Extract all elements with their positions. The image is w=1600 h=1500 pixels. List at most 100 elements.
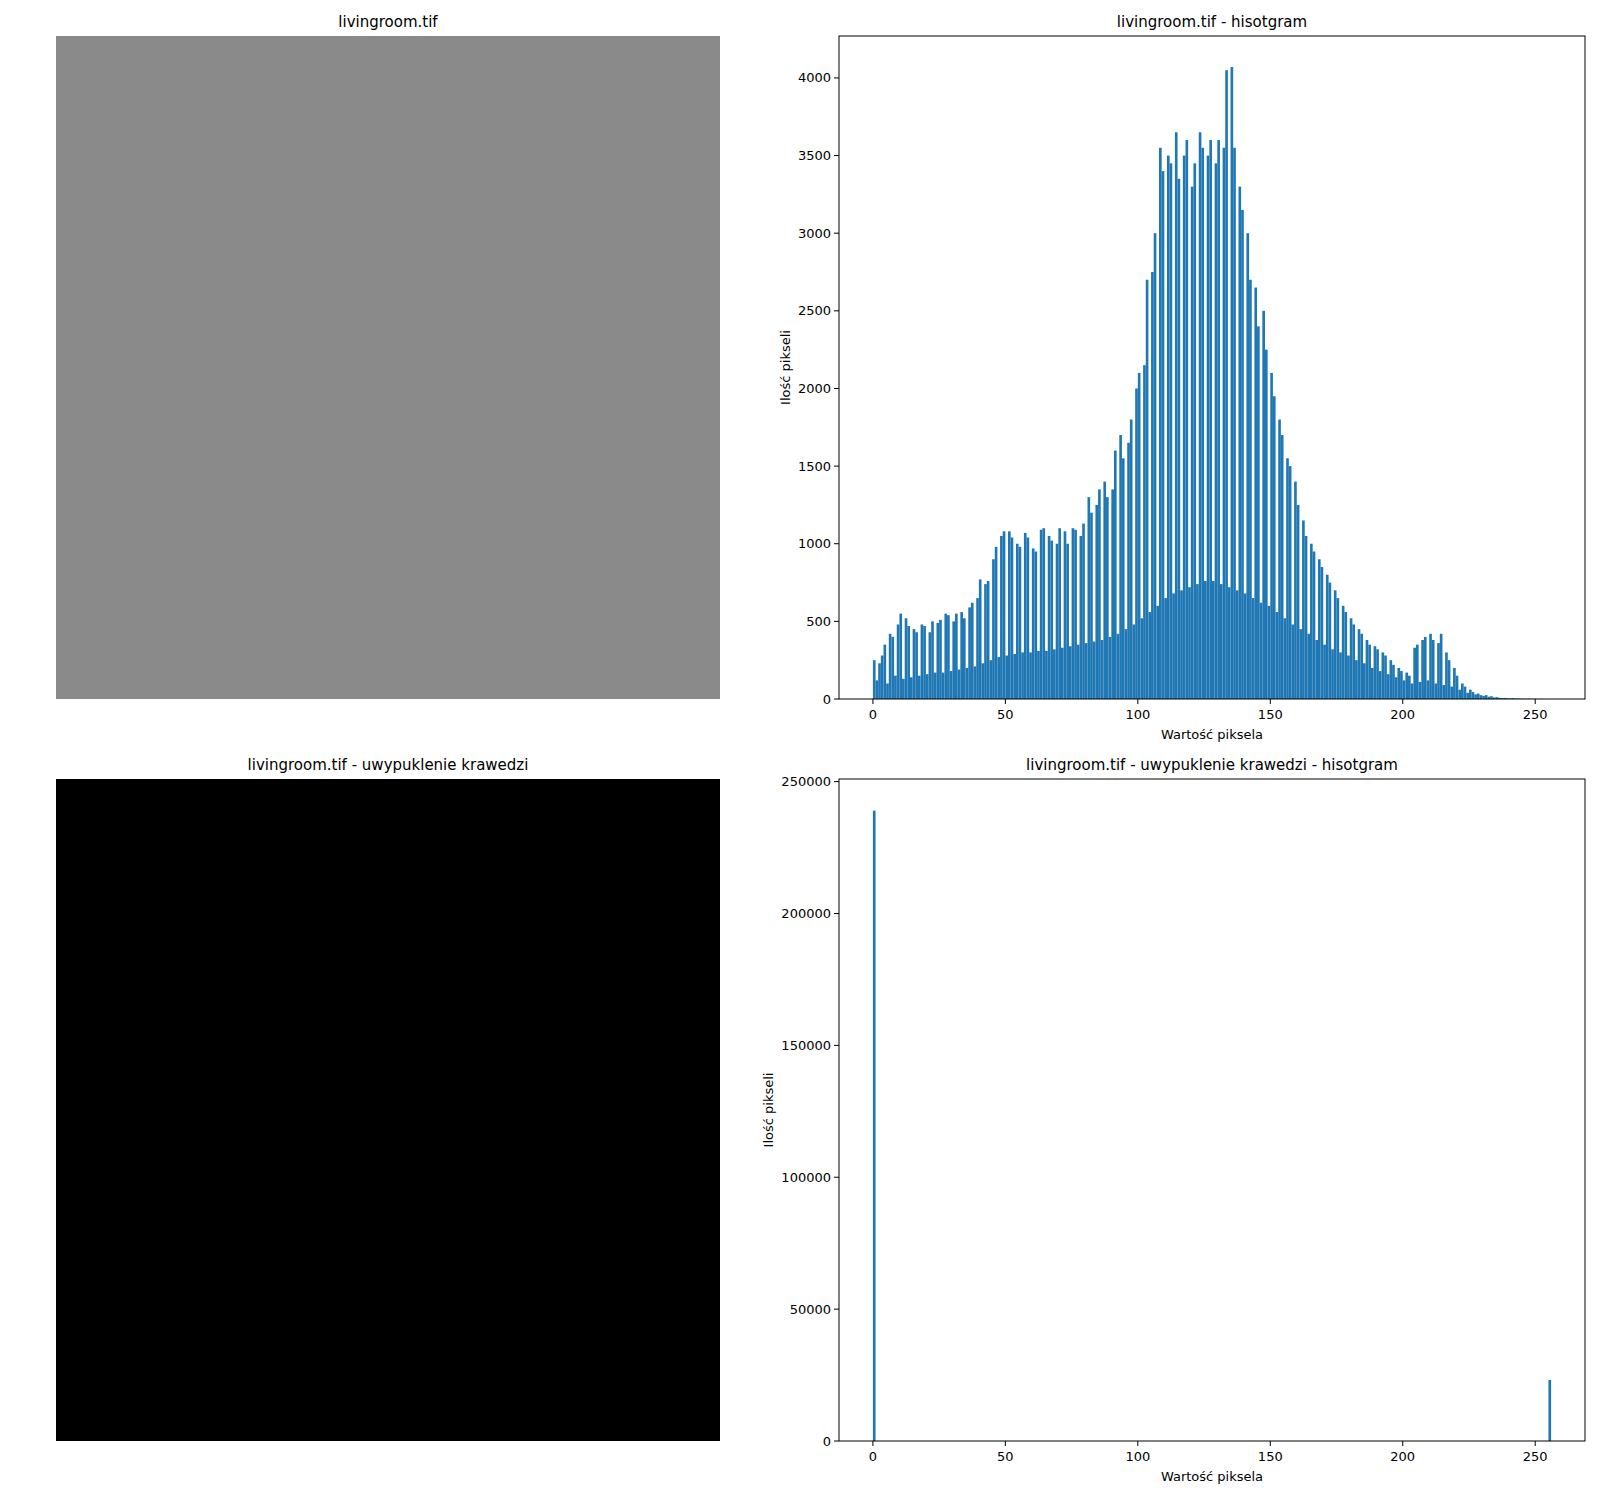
bar [1201,148,1204,699]
bar [1397,668,1400,699]
figure-svg: livingroom.tiflivingroom.tif - hisotgram… [0,0,1600,1500]
bar [955,614,958,699]
x-tick [872,1441,873,1446]
y-tick [834,913,839,914]
y-tick-label: 250000 [781,774,831,789]
y-tick [834,1045,839,1046]
bar [1008,531,1011,699]
bar [974,666,977,699]
bar [1045,651,1048,699]
bar [1435,683,1438,699]
bar [950,671,953,699]
bar [1238,187,1241,699]
bar [963,618,966,699]
x-tick [1005,1441,1006,1446]
bar [1485,695,1488,699]
y-tick-label: 0 [823,692,831,707]
bar [944,614,947,699]
x-tick [1402,699,1403,704]
x-tick [1005,699,1006,704]
bar [1302,520,1305,699]
y-tick-label: 3500 [798,148,831,163]
bar [984,584,987,699]
bar [1048,536,1051,699]
bar [1403,680,1406,699]
bar [1273,396,1276,699]
y-tick [834,621,839,622]
bar [971,603,974,699]
bar [992,559,995,699]
bar [905,618,908,699]
bar [1024,533,1027,699]
bar [947,615,950,699]
bar [889,634,892,699]
bar [1093,642,1096,699]
y-tick-label: 3000 [798,226,831,241]
bar [873,811,876,1441]
bar [997,657,1000,699]
bar [1122,458,1125,699]
bar [1106,497,1109,699]
bar [1246,233,1249,699]
bar [1445,652,1448,699]
bar [1111,489,1114,699]
bar [1469,690,1472,699]
bar [1061,648,1064,699]
bar [1241,210,1244,699]
x-tick [1137,1441,1138,1446]
bar [1082,524,1085,699]
bar [1029,652,1032,699]
bar [1440,634,1443,699]
bar [1058,528,1061,699]
bar [1191,187,1194,699]
bar [1310,544,1313,699]
bar [1032,548,1035,699]
x-tick-label: 150 [1258,707,1283,722]
bar [918,676,921,699]
bar [1358,629,1361,699]
bar [1249,280,1252,699]
bar [1352,624,1355,699]
bar [1196,584,1199,699]
bar [982,663,985,699]
title: livingroom.tif [338,13,438,31]
bar [1225,70,1228,699]
bar [1074,530,1077,699]
bar [929,632,932,699]
bar [1215,163,1218,699]
bar [1329,583,1332,699]
x-tick [1535,1441,1536,1446]
bar [1087,497,1090,699]
x-tick-label: 50 [997,707,1014,722]
bar [1095,505,1098,699]
bar [891,637,894,699]
bar [1016,544,1019,699]
bar [1419,682,1422,699]
bar [1236,590,1239,699]
bar [960,612,963,699]
bar [931,621,934,699]
bar [1090,513,1093,699]
bar [1233,148,1236,699]
title: livingroom.tif - uwypuklenie krawedzi [248,756,529,774]
bar [987,581,990,699]
bar [1180,590,1183,699]
bar [1042,528,1045,699]
bar [899,614,902,699]
bar [1064,531,1067,699]
y-axis-label: Ilość pikseli [778,330,793,405]
bar [1199,132,1202,699]
bar [876,680,879,699]
bar [1337,598,1340,699]
x-axis-label: Wartość piksela [1161,1469,1263,1484]
bar [1183,156,1186,699]
bar [1000,536,1003,699]
bar [1458,690,1461,699]
bar [1416,645,1419,699]
bar [1360,634,1363,699]
bar [1286,458,1289,699]
y-tick [834,388,839,389]
y-tick [834,1309,839,1310]
bar [1172,593,1175,699]
bar [1148,612,1151,699]
